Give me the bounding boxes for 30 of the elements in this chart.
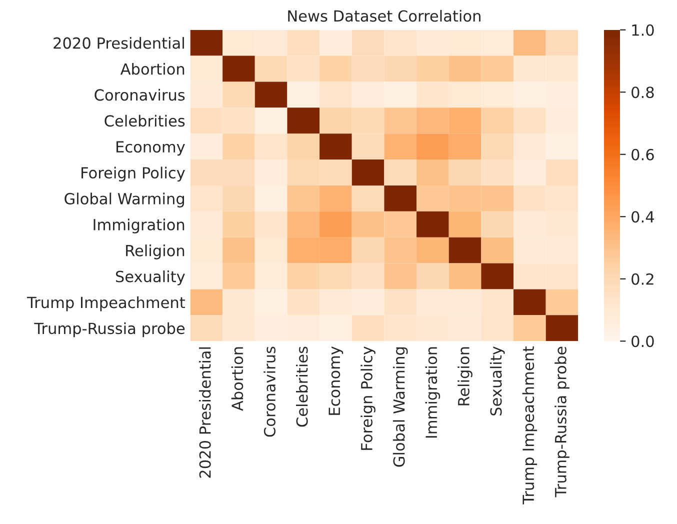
color-bar-label: 0.2 (632, 273, 654, 285)
color-bar-label: 1.0 (632, 24, 654, 36)
x-tick-label: Global Warming (392, 347, 408, 467)
x-tick-label: Religion (458, 347, 472, 406)
y-tick-label: Trump Impeachment (26, 296, 186, 312)
x-tick-label: Economy (328, 346, 344, 415)
x-tick-label: Immigration (425, 347, 440, 438)
y-tick-label: Celebrities (104, 114, 185, 127)
x-tick-label: Trump Impeachment (522, 346, 538, 504)
y-tick-label: Religion (126, 244, 184, 260)
y-tick-label: Abortion (120, 62, 184, 75)
y-tick-label: 2020 Presidential (54, 37, 184, 49)
x-tick-label: Abortion (231, 347, 244, 411)
x-tick-label: Sexuality (490, 346, 505, 416)
x-tick-label: Celebrities (296, 346, 308, 427)
x-tick-label: Foreign Policy (360, 346, 376, 450)
chart-title: News Dataset Correlation (288, 10, 480, 22)
y-tick-label: Economy (116, 141, 185, 156)
y-tick-label: Sexuality (116, 270, 185, 286)
y-tick-label: Foreign Policy (82, 166, 185, 182)
y-tick-label: Trump-Russia probe (34, 322, 185, 338)
color-bar-label: 0.4 (632, 211, 654, 223)
color-bar-label: 0.0 (632, 336, 654, 348)
y-tick-label: Coronavirus (94, 88, 185, 101)
y-tick-label: Global Warming (64, 192, 184, 208)
color-bar-label: 0.6 (632, 148, 654, 160)
y-tick-label: Immigration (94, 218, 184, 234)
color-bar-label: 0.8 (632, 86, 654, 98)
x-tick-label: Trump-Russia probe (554, 346, 570, 498)
x-tick-label: Coronavirus (264, 346, 276, 437)
